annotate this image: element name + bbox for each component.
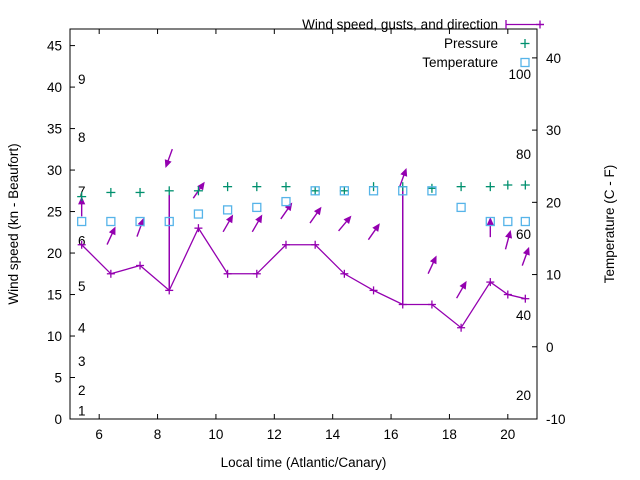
temperature-point [368,186,379,196]
y-axis-title: Wind speed (kn - Beaufort) [6,143,21,304]
x-tick-label: 10 [208,427,223,442]
x-tick-label: 16 [384,427,399,442]
wind-direction-arrow [106,226,116,245]
beaufort-label: 2 [78,383,86,398]
y2-tick-label: -10 [546,412,566,427]
wind-direction-arrow [521,246,530,266]
wind-direction-arrow [164,148,173,168]
x-tick-label: 18 [442,427,457,442]
beaufort-label: 4 [78,321,86,336]
y-tick-label: 10 [47,329,62,344]
legend-marker-temperature [520,57,530,68]
temperature-point [339,186,350,196]
x-tick-label: 8 [154,427,162,442]
y2-axis-title: Temperature (C - F) [602,165,617,284]
temperature-point [193,209,204,219]
x-axis-title: Local time (Atlantic/Canary) [221,455,387,470]
wind-speed-line [81,226,526,329]
temperature-point [427,186,437,196]
temperature-point [164,216,174,227]
x-tick-label: 20 [500,427,515,442]
fahrenheit-label: 40 [516,308,531,323]
y2-tick-label: 20 [546,195,561,210]
fahrenheit-label: 20 [516,388,531,403]
temperature-point [310,186,320,196]
wind-direction-arrow [222,214,234,233]
wind-direction-arrow [427,255,437,274]
wind-direction-arrow [280,202,293,220]
y-tick-label: 30 [47,163,62,178]
temperature-point [77,216,87,227]
beaufort-label: 1 [78,404,86,419]
y-tick-label: 45 [47,39,62,54]
x-tick-label: 6 [95,427,103,442]
y2-tick-label: 40 [546,51,561,66]
y2-tick-label: 30 [546,123,561,138]
x-tick-label: 12 [267,427,282,442]
wind-direction-arrow [399,168,408,188]
temperature-point [456,202,466,213]
wind-direction-arrow [367,223,380,241]
temperature-point [520,216,530,227]
wind-direction-arrow [309,206,322,224]
wind-direction-arrow [338,215,352,232]
x-tick-label: 14 [325,427,341,442]
legend-label-0: Wind speed, gusts, and direction [302,17,498,32]
beaufort-label: 8 [78,130,86,145]
temperature-point [135,216,145,227]
fahrenheit-label: 80 [516,147,531,162]
y2-tick-label: 10 [546,268,561,283]
beaufort-label: 7 [78,184,86,199]
wind-direction-arrow [456,280,467,299]
wind-direction-arrow [251,214,263,233]
temperature-point [222,205,233,215]
temperature-point [485,216,495,227]
wind-direction-arrow [486,217,494,238]
beaufort-label: 5 [78,279,86,294]
legend-label-1: Pressure [444,36,498,51]
y-tick-label: 35 [47,122,62,137]
beaufort-label: 9 [78,72,86,87]
temperature-point [503,216,513,227]
temperature-point [252,202,262,213]
y-tick-label: 15 [47,288,62,303]
y-tick-label: 40 [47,80,62,95]
legend-label-2: Temperature [422,55,498,70]
fahrenheit-label: 60 [516,227,531,242]
fahrenheit-label: 100 [508,67,531,82]
plot-border [69,28,538,420]
y-tick-label: 5 [54,371,62,386]
y-tick-label: 25 [47,205,62,220]
y2-tick-label: 0 [546,340,554,355]
wind-direction-arrow [504,229,513,250]
wind-direction-arrow [136,217,145,237]
y-tick-label: 20 [47,246,62,261]
y-tick-label: 0 [54,412,62,427]
beaufort-label: 3 [78,354,86,369]
temperature-point [398,186,408,196]
temperature-point [281,196,291,207]
temperature-point [106,216,116,227]
